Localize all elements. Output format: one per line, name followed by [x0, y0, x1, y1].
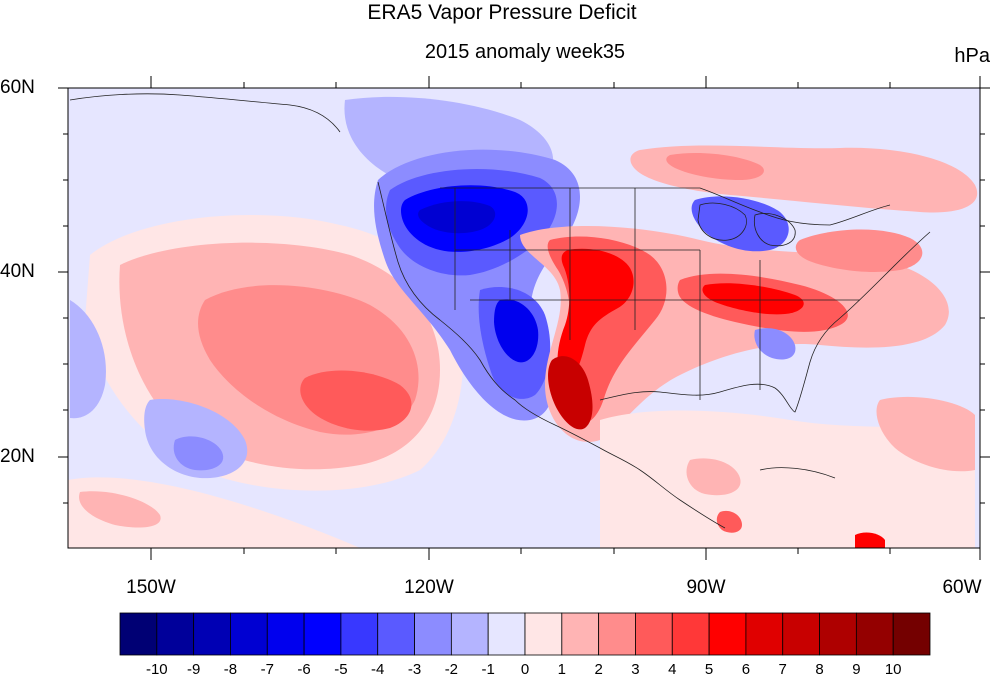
colorbar-tick-label: -9 — [186, 661, 201, 678]
lat-label-40n: 40N — [0, 261, 35, 282]
colorbar-tick-label: 5 — [704, 661, 714, 678]
colorbar-swatch — [119, 612, 158, 656]
great-lakes-outline — [697, 202, 796, 247]
lon-ticks — [150, 76, 981, 560]
pacific-warm-anomaly-core — [300, 370, 412, 431]
map-subtitle: 2015 anomaly week35 — [424, 41, 626, 63]
lat-label-20n: 20N — [0, 446, 35, 467]
northeast-warm — [795, 229, 923, 273]
colorbar-swatch — [598, 612, 636, 656]
lat-ticks — [58, 87, 990, 504]
nw-us-cool-core — [418, 201, 496, 234]
colorbar-tick-label: 10 — [884, 661, 902, 678]
colorbar-tick-label: 9 — [852, 661, 861, 678]
lat-label-60n: 60N — [0, 77, 35, 98]
colorbar-swatch — [450, 612, 489, 656]
texas-warm-core — [548, 356, 593, 430]
pacific-cool-anomaly-3 — [173, 436, 224, 471]
atlantic-warm — [876, 396, 975, 472]
lon-label-150w: 150W — [126, 577, 176, 598]
colorbar — [119, 612, 931, 656]
colorbar-tick-label: -3 — [407, 661, 422, 678]
lon-label-90w: 90W — [686, 577, 726, 598]
colorbar-swatch — [708, 612, 747, 656]
colorbar-swatch — [377, 612, 415, 656]
us-canada-border — [440, 187, 891, 226]
north-america-coast — [377, 181, 726, 529]
colorbar-swatch — [782, 612, 820, 656]
map-title: ERA5 Vapor Pressure Deficit — [367, 1, 637, 24]
alaska-coast — [69, 93, 341, 133]
subtropic-warm-band-2 — [79, 491, 161, 528]
colorbar-tick-label: 0 — [520, 661, 530, 678]
colorbar-tick-label: -6 — [297, 661, 311, 678]
colorbar-tick-label: 7 — [778, 661, 787, 678]
southeast-cool — [754, 328, 796, 360]
cuba-outline — [759, 467, 836, 479]
great-lakes-cool — [691, 196, 789, 252]
lon-label-60w: 60W — [942, 577, 982, 598]
colorbar-tick-label: 2 — [594, 661, 603, 678]
colorbar-swatch — [745, 612, 784, 656]
colorbar-swatch — [487, 612, 526, 656]
ohio-valley-warm-strong — [702, 283, 804, 315]
colorbar-tick-label: 6 — [741, 661, 751, 678]
subtropic-warm-band — [68, 477, 360, 548]
colorbar-swatch — [855, 612, 894, 656]
colorbar-swatch — [230, 612, 268, 656]
colorbar-swatch — [524, 612, 563, 656]
colorbar-tick-label: 4 — [668, 661, 677, 678]
colorbar-tick-label: 3 — [631, 661, 640, 678]
colorbar-swatch — [892, 612, 931, 656]
canada-warm-medium — [666, 153, 764, 180]
central-us-warm-strong — [557, 248, 634, 379]
colorbar-swatch — [340, 612, 379, 656]
colorbar-swatch — [561, 612, 600, 656]
colorbar-tick-label: -2 — [444, 661, 459, 678]
colorbar-tick-label: -10 — [145, 661, 168, 678]
colorbar-tick-label: 8 — [815, 661, 824, 678]
gulf-coast — [599, 231, 931, 413]
colorbar-swatch — [635, 612, 673, 656]
colorbar-tick-label: 1 — [557, 661, 566, 678]
colorbar-tick-label: -4 — [371, 661, 385, 678]
colorbar-swatch — [266, 612, 305, 656]
units-label: hPa — [954, 45, 990, 67]
anomaly-field — [68, 88, 980, 548]
colorbar-swatch — [156, 612, 195, 656]
colorbar-tick-label: -7 — [260, 661, 274, 678]
colorbar-swatch — [671, 612, 710, 656]
south-america-warm — [855, 532, 885, 548]
colorbar-swatch — [303, 612, 342, 656]
lon-label-120w: 120W — [404, 577, 454, 598]
gulf-warm — [600, 410, 975, 548]
caribbean-warm — [686, 458, 741, 496]
colorbar-swatch — [414, 612, 452, 656]
colorbar-swatch — [819, 612, 857, 656]
colorbar-tick-label: -5 — [334, 661, 348, 678]
colorbar-tick-label: -8 — [223, 661, 238, 678]
colorbar-tick-label: -1 — [481, 661, 495, 678]
colorbar-swatch — [193, 612, 231, 656]
pacific-cool-anomaly-1 — [70, 300, 106, 419]
sw-us-cool-strong — [494, 299, 539, 363]
coastlines — [69, 93, 931, 529]
